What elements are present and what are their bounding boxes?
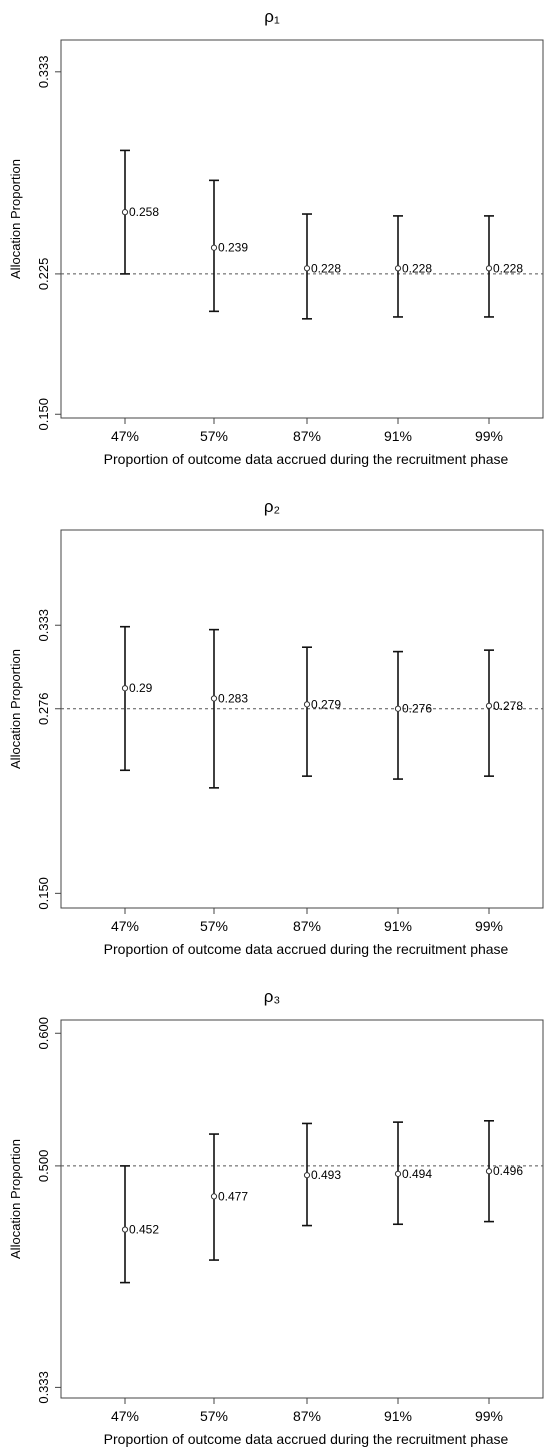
chart-title: ρ₃ bbox=[264, 987, 281, 1006]
data-label: 0.452 bbox=[129, 1223, 159, 1237]
data-label: 0.278 bbox=[493, 699, 523, 713]
x-axis-label: Proportion of outcome data accrued durin… bbox=[104, 1431, 509, 1447]
data-label: 0.283 bbox=[218, 691, 248, 705]
data-label: 0.239 bbox=[218, 241, 248, 255]
x-tick-label: 91% bbox=[384, 918, 412, 934]
data-label: 0.496 bbox=[493, 1164, 523, 1178]
y-tick-label: 0.600 bbox=[36, 1017, 51, 1050]
y-tick-label: 0.225 bbox=[36, 258, 51, 291]
data-point bbox=[210, 244, 218, 251]
chart-panel-1: ρ₁ 0.150 0.225 0.333 Allocation Proportion 47… bbox=[8, 7, 544, 467]
y-tick-label: 0.276 bbox=[36, 692, 51, 725]
x-tick-label: 57% bbox=[200, 1408, 228, 1424]
data-point bbox=[394, 1170, 402, 1177]
chart-panel-2: ρ₂ 0.150 0.276 0.333 Allocation Proportion 47… bbox=[8, 497, 544, 957]
x-tick-label: 57% bbox=[200, 428, 228, 444]
plot-frame bbox=[60, 1019, 544, 1399]
chart-panel-3: ρ₃ 0.333 0.500 0.600 Allocation Proportion 47… bbox=[8, 987, 544, 1447]
data-point bbox=[121, 685, 129, 692]
data-label: 0.228 bbox=[402, 261, 432, 275]
x-tick-label: 87% bbox=[293, 1408, 321, 1424]
y-tick-label: 0.150 bbox=[36, 398, 51, 431]
x-tick-label: 47% bbox=[111, 428, 139, 444]
y-axis-label: Allocation Proportion bbox=[8, 1139, 23, 1259]
data-point bbox=[303, 265, 311, 272]
data-point bbox=[485, 1168, 493, 1175]
x-axis-label: Proportion of outcome data accrued durin… bbox=[104, 451, 509, 467]
data-point bbox=[394, 265, 402, 272]
data-point bbox=[485, 702, 493, 709]
data-label: 0.228 bbox=[311, 261, 341, 275]
data-label: 0.493 bbox=[311, 1168, 341, 1182]
chart-title: ρ₁ bbox=[264, 7, 280, 26]
x-axis-label: Proportion of outcome data accrued durin… bbox=[104, 941, 509, 957]
data-label: 0.477 bbox=[218, 1189, 248, 1203]
y-axis-label: Allocation Proportion bbox=[8, 159, 23, 279]
plot-frame bbox=[60, 39, 544, 419]
data-point bbox=[210, 695, 218, 702]
data-point bbox=[210, 1193, 218, 1200]
data-label: 0.29 bbox=[129, 681, 153, 695]
x-tick-label: 47% bbox=[111, 918, 139, 934]
chart-title: ρ₂ bbox=[264, 497, 280, 516]
y-tick-label: 0.333 bbox=[36, 1371, 51, 1404]
data-point bbox=[303, 701, 311, 708]
data-label: 0.279 bbox=[311, 697, 341, 711]
data-point bbox=[394, 705, 402, 712]
data-point bbox=[485, 265, 493, 272]
x-tick-label: 87% bbox=[293, 428, 321, 444]
data-label: 0.228 bbox=[493, 261, 523, 275]
x-tick-label: 91% bbox=[384, 1408, 412, 1424]
x-tick-label: 99% bbox=[475, 1408, 503, 1424]
data-label: 0.276 bbox=[402, 702, 432, 716]
y-tick-label: 0.500 bbox=[36, 1150, 51, 1183]
x-tick-label: 99% bbox=[475, 918, 503, 934]
y-tick-label: 0.333 bbox=[36, 609, 51, 642]
x-tick-label: 99% bbox=[475, 428, 503, 444]
plot-frame bbox=[60, 529, 544, 909]
data-label: 0.258 bbox=[129, 205, 159, 219]
x-tick-label: 57% bbox=[200, 918, 228, 934]
data-label: 0.494 bbox=[402, 1167, 432, 1181]
data-point bbox=[121, 1226, 129, 1233]
x-tick-label: 91% bbox=[384, 428, 412, 444]
data-point bbox=[121, 209, 129, 216]
y-tick-label: 0.333 bbox=[36, 56, 51, 89]
y-tick-label: 0.150 bbox=[36, 877, 51, 910]
x-tick-label: 87% bbox=[293, 918, 321, 934]
data-point bbox=[303, 1172, 311, 1179]
x-tick-label: 47% bbox=[111, 1408, 139, 1424]
y-axis-label: Allocation Proportion bbox=[8, 649, 23, 769]
